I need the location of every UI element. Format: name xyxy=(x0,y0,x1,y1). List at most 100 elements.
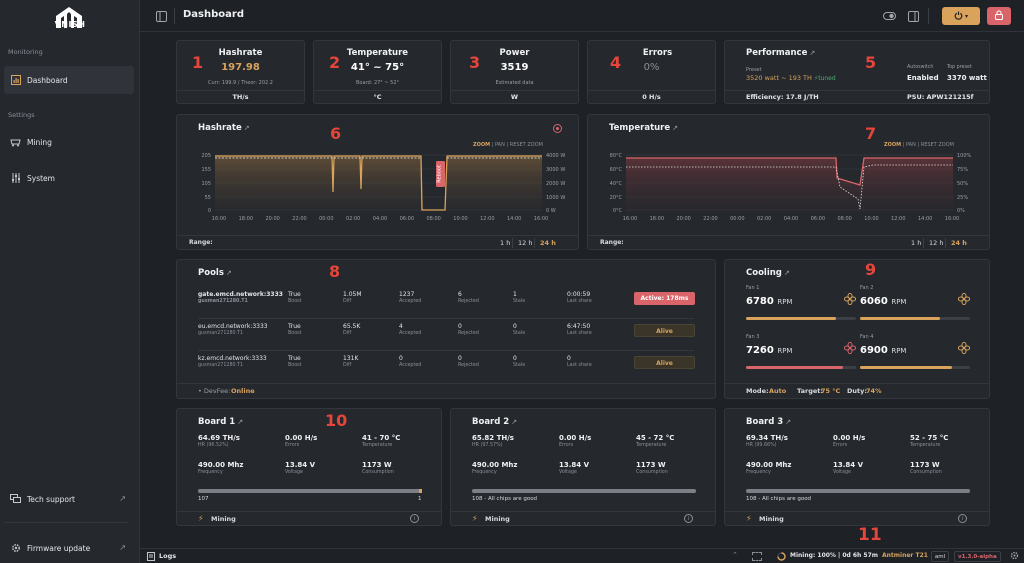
x-tick-label: 12:00 xyxy=(891,216,905,222)
cell-value: 0 xyxy=(513,355,517,362)
temperature-chart-card: Temperature ↗ 7 ZOOM | PAN | RESET ZOOM 8… xyxy=(587,114,990,250)
board-stat-value: 13.84 V xyxy=(833,461,863,469)
external-link-icon: ↗ xyxy=(785,418,792,426)
reset-zoom-button[interactable]: RESET ZOOM xyxy=(920,142,954,148)
range-1h-button[interactable]: 1 h xyxy=(911,239,922,247)
power-menu-button[interactable]: ▾ xyxy=(942,7,980,25)
sidebar-item-dashboard[interactable]: Dashboard xyxy=(4,66,134,94)
logs-button[interactable]: Logs xyxy=(159,552,177,560)
range-24h-button[interactable]: 24 h xyxy=(540,239,556,247)
hashrate-chart-title[interactable]: Hashrate ↗ xyxy=(198,123,250,133)
range-12h-button[interactable]: 12 h xyxy=(518,239,533,247)
x-tick-label: 08:00 xyxy=(426,216,440,222)
lock-button[interactable] xyxy=(987,7,1011,25)
cell-value: 0 xyxy=(458,355,462,362)
pan-button[interactable]: PAN xyxy=(494,142,505,148)
zoom-button[interactable]: ZOOM xyxy=(884,142,902,148)
pool-stale: 1 Stale xyxy=(513,291,525,304)
kpi-name: Errors xyxy=(642,48,673,58)
pools-title[interactable]: Pools ↗ xyxy=(198,268,232,278)
devfee-label: • DevFee: xyxy=(198,387,231,395)
info-icon[interactable]: i xyxy=(684,514,693,523)
pool-accepted: 0 Accepted xyxy=(399,355,421,368)
x-tick-label: 06:00 xyxy=(811,216,825,222)
focus-icon[interactable] xyxy=(752,552,762,561)
panel-toggle-icon[interactable] xyxy=(906,9,920,23)
cooling-title[interactable]: Cooling ↗ xyxy=(746,268,790,278)
info-icon[interactable]: i xyxy=(958,514,967,523)
sidebar-toggle-icon[interactable] xyxy=(154,9,168,23)
pool-status-badge: Alive xyxy=(634,324,695,337)
row-divider xyxy=(198,350,694,351)
fan-rpm-unit: RPM xyxy=(891,347,907,355)
sidebar-item-mining[interactable]: Mining xyxy=(4,128,134,156)
board-cons: 1173 W Consumption xyxy=(636,461,668,475)
external-link-icon: ↗ xyxy=(119,543,126,552)
range-12h-button[interactable]: 12 h xyxy=(929,239,944,247)
board-temp: 52 - 75 °C Temperature xyxy=(910,434,948,448)
sidebar-item-label: Mining xyxy=(27,137,52,147)
sidebar-item-label: Dashboard xyxy=(27,75,68,85)
y2-tick-label: 0 W xyxy=(546,208,556,214)
performance-title[interactable]: Performance ↗ xyxy=(746,48,815,58)
board-stat-value: 65.82 TH/s xyxy=(472,434,514,442)
cell-value: eu.emcd.network:3333 xyxy=(198,323,268,330)
cell-label: Boost xyxy=(288,331,302,336)
tuned-text: tuned xyxy=(818,75,836,82)
reboot-label: Reboot xyxy=(437,165,443,183)
range-24h-button[interactable]: 24 h xyxy=(951,239,967,247)
board-title[interactable]: Board 2 ↗ xyxy=(472,417,517,427)
cell-label: Boost xyxy=(288,299,302,304)
board-temp: 41 - 70 °C Temperature xyxy=(362,434,400,448)
temperature-area xyxy=(626,158,953,210)
pan-button[interactable]: PAN xyxy=(905,142,916,148)
chip-health-bar xyxy=(198,489,422,493)
kpi-unit: W xyxy=(451,90,578,104)
record-icon[interactable] xyxy=(553,124,562,133)
board-stat-label: Errors xyxy=(833,443,848,448)
pool-last: 6:47:50 Last share xyxy=(567,323,592,336)
board-stat-value: 1173 W xyxy=(910,461,940,469)
theme-toggle-icon[interactable] xyxy=(882,9,896,23)
pools-card: Pools ↗ 8 gate.emcd.network:3333 gusman271… xyxy=(176,259,716,399)
y-axis-left: 80°C 60°C 40°C 20°C 0°C xyxy=(610,153,623,214)
performance-footer: Efficiency: 17.8 J/TH PSU: APW121215f xyxy=(725,90,989,104)
board-3-card: Board 3 ↗ 69.34 TH/s HR (99.66%) 0.00 H/s Err… xyxy=(724,408,990,526)
sidebar-item-firmware-update[interactable]: Firmware update ↗ xyxy=(4,534,134,562)
board-title[interactable]: Board 1 ↗ xyxy=(198,417,243,427)
board-freq: 490.00 Mhz Frequency xyxy=(198,461,243,475)
y-tick-label: 55 xyxy=(205,195,211,201)
board-title[interactable]: Board 3 ↗ xyxy=(746,417,791,427)
cell-label: gusman271280.T1 xyxy=(198,299,248,304)
sidebar-item-tech-support[interactable]: Tech support ↗ xyxy=(4,485,134,513)
gear-icon xyxy=(10,543,21,554)
board-stat-value: 45 - 72 °C xyxy=(636,434,675,442)
range-1h-button[interactable]: 1 h xyxy=(500,239,511,247)
x-tick-label: 18:00 xyxy=(239,216,253,222)
chevron-up-icon[interactable]: ⌃ xyxy=(732,551,738,559)
status-bar: Logs ⌃ Mining: 100% | 0d 6h 57m 11 Antmi… xyxy=(140,525,1024,563)
sidebar-item-system[interactable]: System xyxy=(4,164,134,192)
settings-gear-icon[interactable] xyxy=(1010,551,1019,562)
cell-label: Accepted xyxy=(399,363,422,368)
x-tick-label: 00:00 xyxy=(319,216,333,222)
y-tick-label: 105 xyxy=(201,181,211,187)
zoom-button[interactable]: ZOOM xyxy=(473,142,491,148)
reset-zoom-button[interactable]: RESET ZOOM xyxy=(509,142,543,148)
y2-tick-label: 0% xyxy=(957,208,965,214)
card-title-text: Cooling xyxy=(746,268,782,278)
board-stat-label: HR (96.52%) xyxy=(198,443,229,448)
info-icon[interactable]: i xyxy=(410,514,419,523)
cell-value: 0 xyxy=(567,355,571,362)
fan-label: Fan 2 xyxy=(860,285,874,291)
autoswitch-value: Enabled xyxy=(907,74,939,82)
y-tick-label: 60°C xyxy=(610,167,623,173)
fan-2: Fan 2 6060 RPM xyxy=(860,285,970,335)
sidebar-item-label: Firmware update xyxy=(27,543,91,553)
marker-number: 2 xyxy=(329,53,341,72)
temperature-chart-title[interactable]: Temperature ↗ xyxy=(609,123,678,133)
chip-health-fill xyxy=(472,489,696,493)
cell-label: Last share xyxy=(567,363,592,368)
card-title-text: Performance xyxy=(746,48,808,58)
y2-tick-label: 50% xyxy=(957,181,968,187)
